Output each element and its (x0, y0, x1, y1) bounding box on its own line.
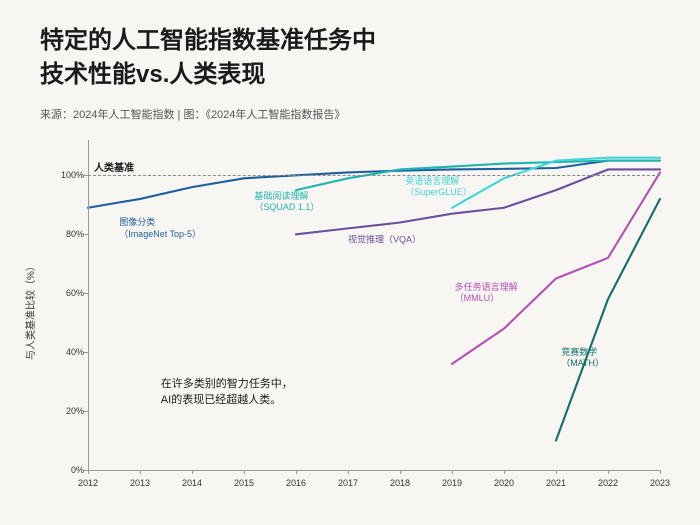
x-tick: 2023 (650, 478, 670, 488)
series-label-superglue: 英语语言理解（SuperGLUE） (405, 176, 472, 199)
chart-annotation: 在许多类别的智力任务中，AI的表现已经超越人类。 (161, 376, 293, 409)
x-tick: 2014 (182, 478, 202, 488)
y-tick: 60% (48, 288, 84, 298)
x-tick: 2017 (338, 478, 358, 488)
x-tick: 2013 (130, 478, 150, 488)
x-tick: 2015 (234, 478, 254, 488)
series-line-mmlu (452, 172, 660, 364)
x-tick: 2021 (546, 478, 566, 488)
chart-container: 与人类基准比较（%） 0%20%40%60%80%100%20122013201… (40, 130, 670, 500)
line-series-svg (88, 140, 660, 470)
x-tick: 2019 (442, 478, 462, 488)
x-tick: 2022 (598, 478, 618, 488)
series-label-squad: 基础阅读理解（SQUAD 1.1） (254, 191, 319, 214)
series-label-imagenet: 图像分类（ImageNet Top-5） (119, 217, 201, 240)
x-tick: 2016 (286, 478, 306, 488)
series-label-math: 竞赛数学（MATH） (561, 347, 604, 370)
title-line-1: 特定的人工智能指数基准任务中 (40, 27, 376, 54)
plot-area: 0%20%40%60%80%100%2012201320142015201620… (88, 140, 660, 470)
y-tick: 80% (48, 229, 84, 239)
x-tick: 2012 (78, 478, 98, 488)
y-tick: 20% (48, 406, 84, 416)
human-baseline-line (88, 175, 660, 176)
y-tick: 100% (48, 170, 84, 180)
series-label-vqa: 视觉推理（VQA） (348, 235, 421, 246)
chart-source: 来源：2024年人工智能指数 | 图：《2024年人工智能指数报告》 (40, 106, 345, 122)
title-line-2: 技术性能vs.人类表现 (40, 61, 265, 88)
human-baseline-label: 人类基准 (94, 159, 134, 174)
chart-title: 特定的人工智能指数基准任务中 技术性能vs.人类表现 (40, 24, 376, 91)
y-tick: 40% (48, 347, 84, 357)
y-axis-label: 与人类基准比较（%） (22, 261, 37, 360)
y-tick: 0% (48, 465, 84, 475)
series-line-imagenet (88, 161, 660, 208)
series-line-vqa (296, 169, 660, 234)
x-tick: 2020 (494, 478, 514, 488)
series-line-math (556, 199, 660, 441)
x-tick: 2018 (390, 478, 410, 488)
series-label-mmlu: 多任务语言理解（MMLU） (455, 282, 518, 305)
